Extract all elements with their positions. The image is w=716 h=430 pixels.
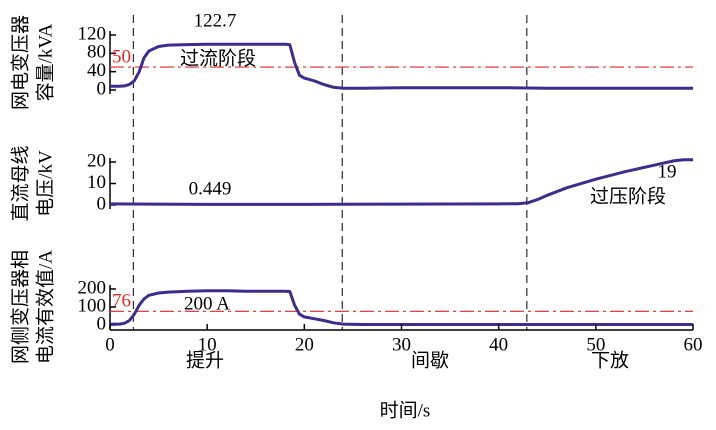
reference-label: 50	[112, 46, 131, 67]
annotation: 过流阶段	[180, 47, 256, 69]
y-tick-label: 0	[97, 78, 107, 99]
x-tick-label: 20	[295, 334, 314, 355]
y-tick-label: 80	[87, 42, 106, 63]
annotation: 19	[658, 161, 677, 182]
x-tick-label: 60	[684, 334, 703, 355]
annotation: 0.449	[189, 178, 232, 199]
annotation: 过压阶段	[590, 185, 666, 207]
phase-label: 提升	[186, 349, 224, 371]
y-axis-label: 电流有效值/A	[34, 250, 56, 364]
data-line	[109, 158, 693, 206]
x-tick-label: 50	[586, 334, 605, 355]
x-tick-label: 40	[489, 334, 508, 355]
phase-label: 下放	[591, 349, 629, 371]
phase-label: 间歇	[411, 349, 449, 371]
y-tick-label: 120	[78, 23, 107, 44]
y-axis-label: 网侧变压器相	[9, 250, 31, 364]
x-axis-label: 时间/s	[380, 399, 431, 421]
y-tick-label: 100	[78, 295, 107, 316]
reference-label: 76	[112, 291, 131, 312]
y-axis-label: 容量/kVA	[34, 23, 56, 101]
y-tick-label: 0	[97, 193, 107, 214]
x-tick-label: 30	[392, 334, 411, 355]
y-tick-label: 20	[87, 150, 106, 171]
y-tick-label: 200	[78, 277, 107, 298]
y-tick-label: 40	[87, 60, 106, 81]
x-tick-label: 10	[198, 334, 217, 355]
y-axis-label: 网电变压器	[9, 15, 31, 110]
y-axis-label: 电压/kV	[34, 150, 56, 217]
y-tick-label: 0	[97, 313, 107, 334]
y-tick-label: 10	[87, 172, 106, 193]
annotation: 200 A	[184, 293, 230, 314]
y-axis-label: 直流母线	[9, 145, 31, 221]
annotation: 122.7	[194, 10, 237, 31]
x-tick-label: 0	[105, 334, 115, 355]
data-line	[110, 289, 693, 326]
data-line	[110, 42, 693, 90]
